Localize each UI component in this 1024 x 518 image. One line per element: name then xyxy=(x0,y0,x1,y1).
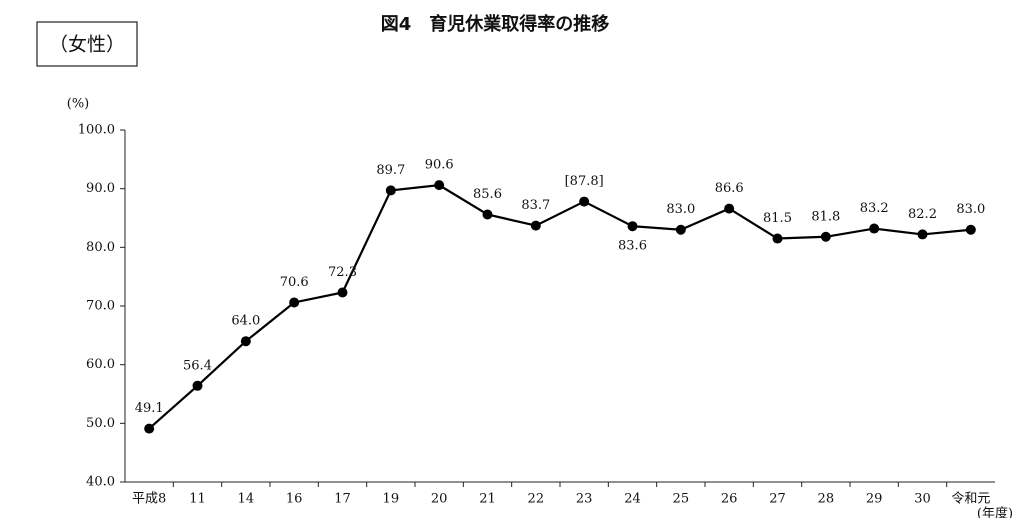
x-tick-label: 30 xyxy=(914,492,931,507)
point xyxy=(482,209,493,220)
data-label: [87.8] xyxy=(565,174,604,189)
point xyxy=(434,180,445,191)
point xyxy=(869,223,880,234)
x-tick-label: 令和元 xyxy=(951,492,990,507)
data-label: 64.0 xyxy=(231,314,260,329)
data-label: 90.6 xyxy=(425,158,454,173)
x-tick-label: 17 xyxy=(334,492,351,507)
y-tick-label: 80.0 xyxy=(86,240,115,255)
label-box-text: （女性） xyxy=(49,34,125,56)
x-tick-label: 平成8 xyxy=(132,492,166,507)
data-label: 85.6 xyxy=(473,187,502,202)
x-tick-label: 22 xyxy=(528,492,545,507)
data-label: 86.6 xyxy=(715,181,744,196)
chart-title: 図4 育児休業取得率の推移 xyxy=(381,13,610,35)
y-tick-label: 60.0 xyxy=(86,357,115,372)
point xyxy=(530,220,541,231)
point xyxy=(772,233,783,244)
point xyxy=(337,287,348,298)
data-label: 70.6 xyxy=(280,275,309,290)
data-label: 83.2 xyxy=(860,201,889,216)
y-unit: (%) xyxy=(67,97,90,112)
data-label: 49.1 xyxy=(135,401,164,416)
point xyxy=(627,221,638,232)
label-box xyxy=(36,21,138,67)
point xyxy=(385,185,396,196)
x-tick-label: 25 xyxy=(673,492,690,507)
point xyxy=(917,229,928,240)
point xyxy=(675,224,686,235)
x-tick-label: 20 xyxy=(431,492,448,507)
data-label: 56.4 xyxy=(183,358,212,373)
y-tick-label: 90.0 xyxy=(86,181,115,196)
point xyxy=(965,224,976,235)
data-label: 83.6 xyxy=(618,239,647,254)
x-label: (年度) xyxy=(977,506,1013,518)
data-label: 82.2 xyxy=(908,207,937,222)
point xyxy=(579,196,590,207)
y-tick-label: 50.0 xyxy=(86,416,115,431)
x-tick-label: 24 xyxy=(624,492,641,507)
x-tick-label: 23 xyxy=(576,492,593,507)
point xyxy=(820,231,831,242)
x-tick-label: 16 xyxy=(286,492,303,507)
data-label: 83.0 xyxy=(956,202,985,217)
point xyxy=(144,423,155,434)
x-tick-label: 26 xyxy=(721,492,738,507)
x-tick-label: 14 xyxy=(238,492,255,507)
x-tick-label: 11 xyxy=(189,492,206,507)
point xyxy=(724,203,735,214)
x-tick-label: 28 xyxy=(818,492,835,507)
data-label: 89.7 xyxy=(376,163,405,178)
data-label: 81.5 xyxy=(763,211,792,226)
x-tick-label: 21 xyxy=(479,492,496,507)
x-tick-label: 29 xyxy=(866,492,883,507)
data-label: 72.3 xyxy=(328,265,357,280)
x-tick-label: 27 xyxy=(769,492,786,507)
y-tick-label: 100.0 xyxy=(78,123,115,138)
y-tick-label: 40.0 xyxy=(86,475,115,490)
x-tick-label: 19 xyxy=(383,492,400,507)
point xyxy=(192,380,203,391)
data-label: 81.8 xyxy=(811,209,840,224)
line xyxy=(148,184,971,430)
point xyxy=(289,297,300,308)
data-label: 83.0 xyxy=(666,202,695,217)
data-label: 83.7 xyxy=(521,198,550,213)
point xyxy=(240,336,251,347)
y-tick-label: 70.0 xyxy=(86,299,115,314)
